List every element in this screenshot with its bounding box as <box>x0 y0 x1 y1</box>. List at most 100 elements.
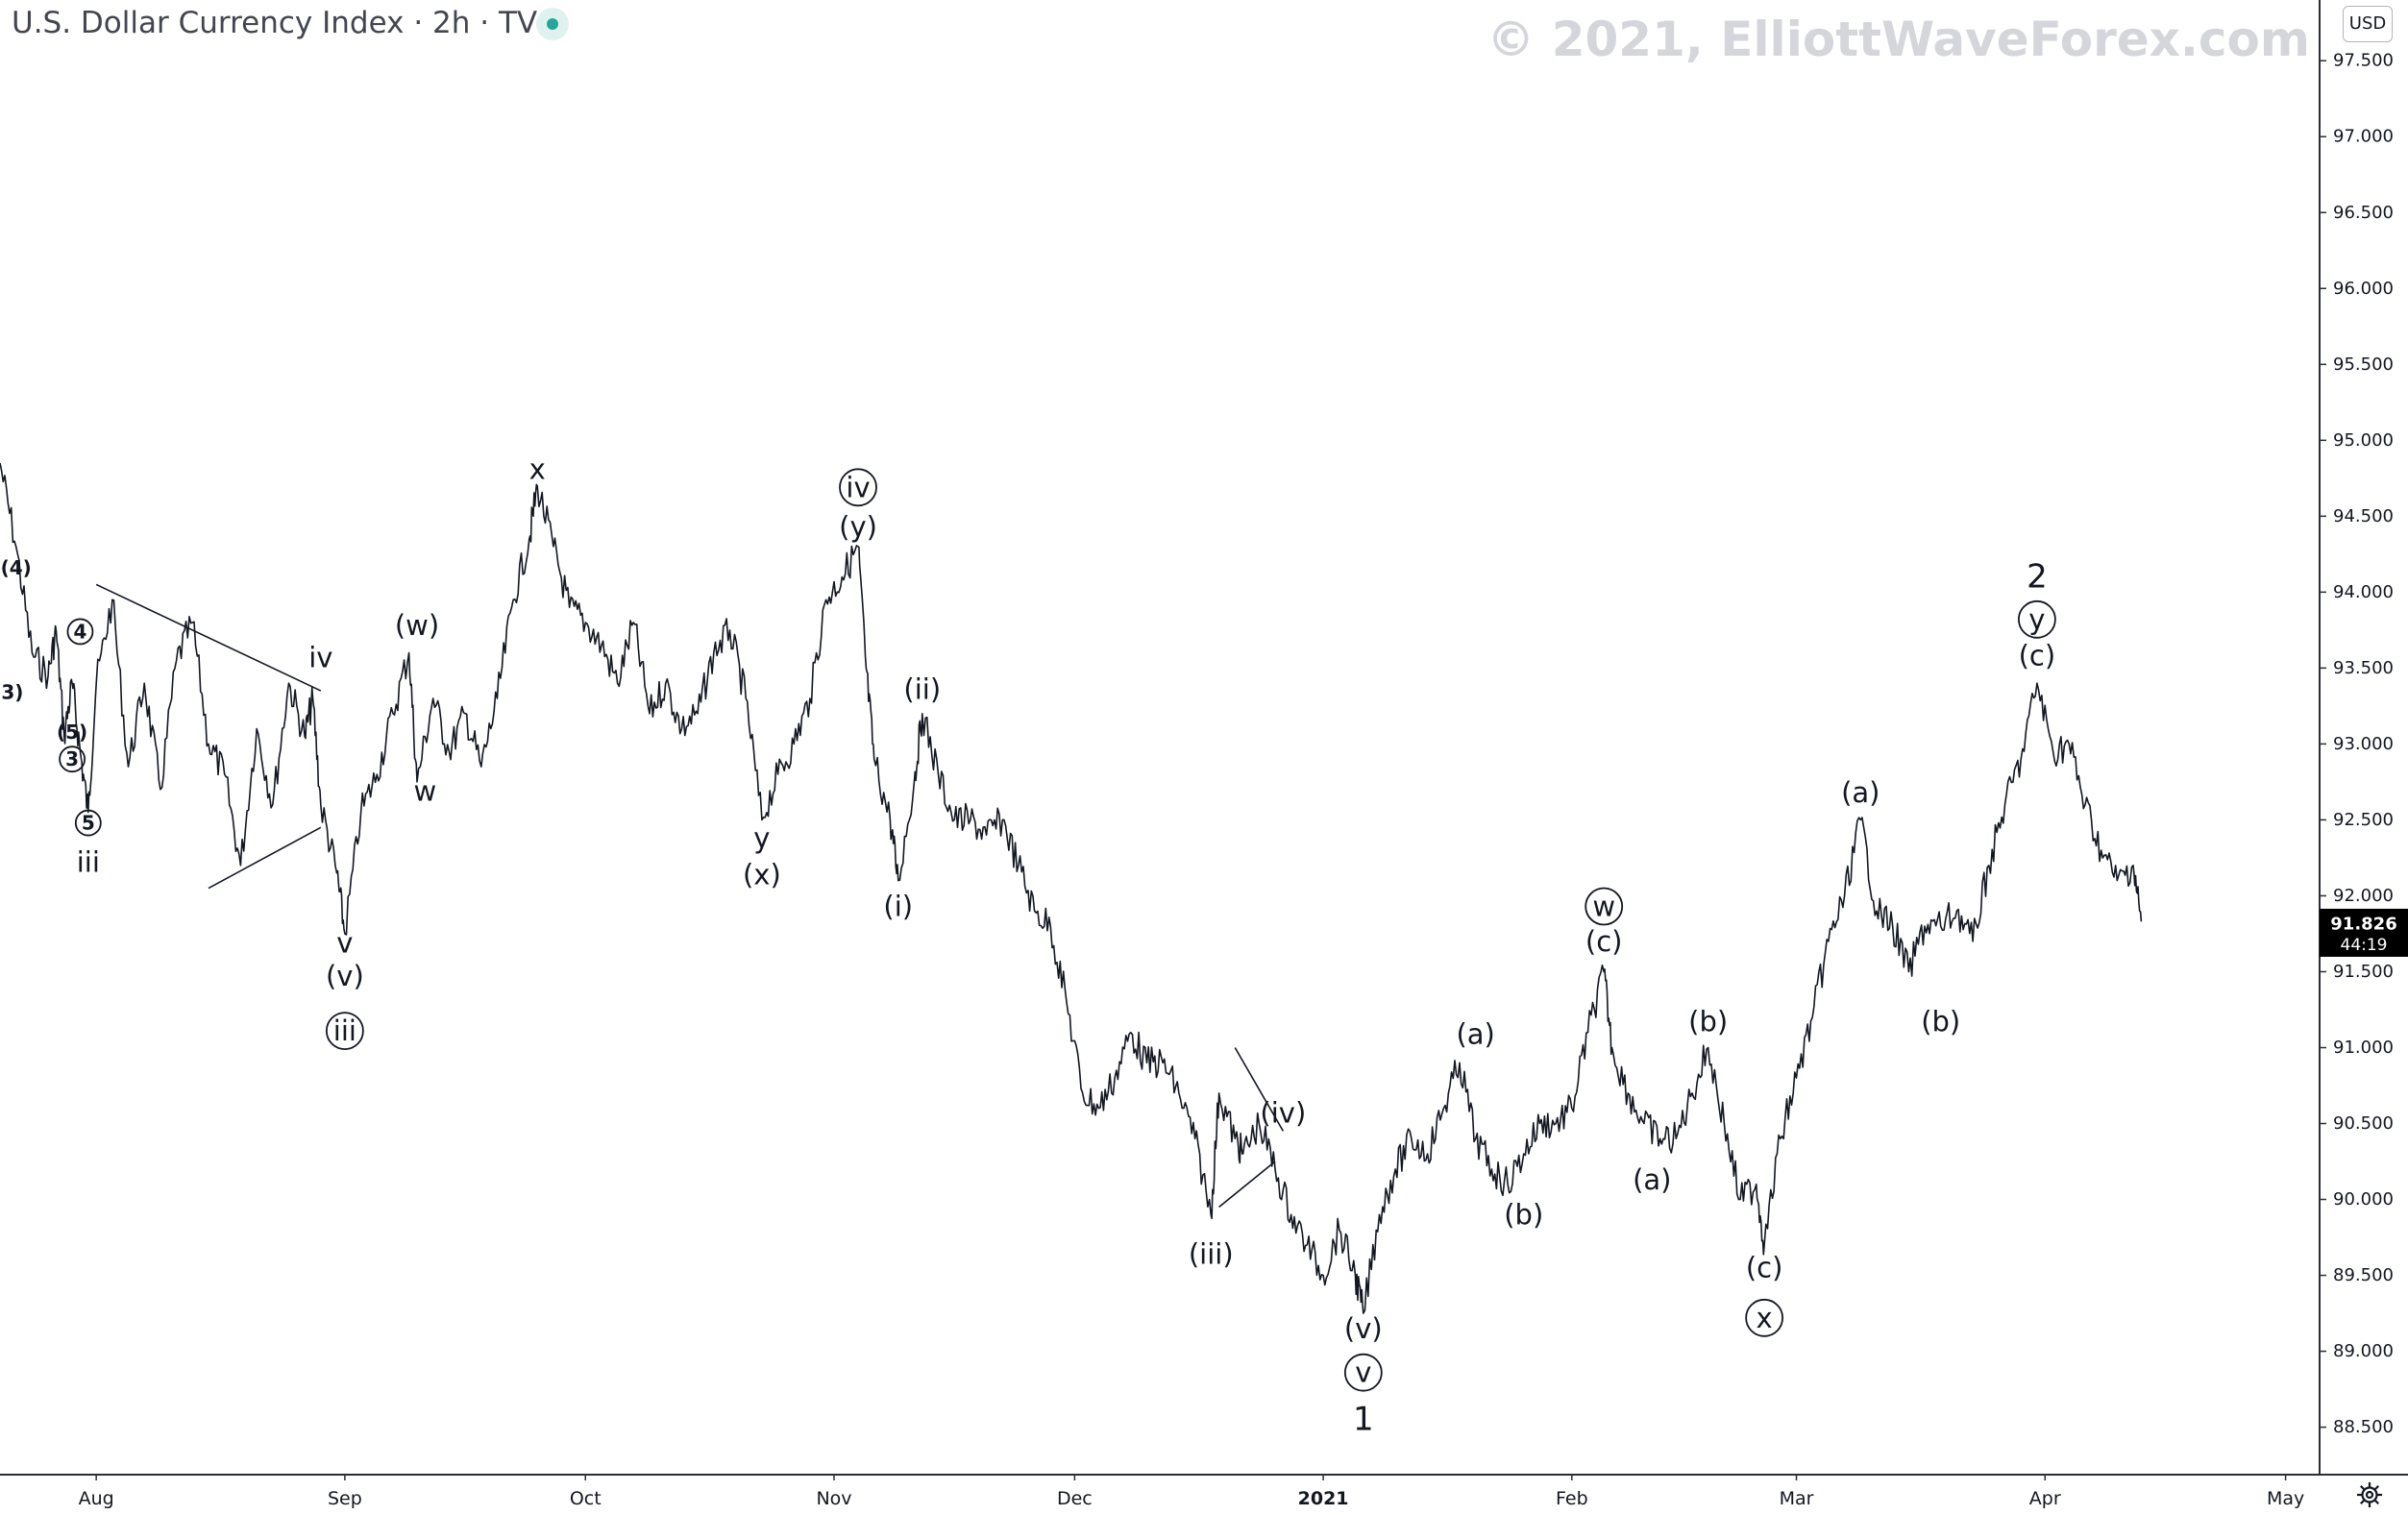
wave-label[interactable]: y <box>753 821 770 854</box>
bar-countdown: 44:19 <box>2341 936 2388 955</box>
price-tick-label: 89.500 <box>2333 1265 2394 1285</box>
wave-label-text: (v) <box>326 960 364 992</box>
wave-label[interactable]: (v) <box>1344 1312 1383 1345</box>
wave-label[interactable]: 1 <box>1353 1401 1374 1439</box>
wave-label[interactable]: v <box>336 926 353 959</box>
wave-label-text: y <box>2028 603 2045 636</box>
symbol-title[interactable]: U.S. Dollar Currency Index <box>12 6 405 40</box>
currency-button[interactable]: USD <box>2343 6 2393 42</box>
wave-label[interactable]: y <box>2017 599 2056 639</box>
wave-label[interactable]: iv <box>839 468 877 507</box>
wave-label-text: (c) <box>2019 640 2056 672</box>
wave-label-text: (y) <box>839 510 877 543</box>
wave-label[interactable]: (a) <box>1633 1163 1671 1196</box>
wave-label[interactable]: (ii) <box>903 673 941 706</box>
wave-label[interactable]: x <box>529 452 546 485</box>
wave-label-circle <box>74 809 102 837</box>
trendline[interactable] <box>1218 1161 1276 1209</box>
wave-label[interactable]: 4 <box>66 618 94 646</box>
wave-label-text: y <box>753 821 770 854</box>
wave-label-text: (c) <box>1585 925 1623 958</box>
gear-icon[interactable] <box>2352 1478 2387 1512</box>
price-axis[interactable]: 97.500 97.000 96.500 96.000 95.500 95.000 94.5… <box>2320 51 2394 1437</box>
wave-label-text: 1 <box>1353 1401 1374 1439</box>
wave-label[interactable]: (3) <box>0 681 23 704</box>
wave-label[interactable]: (x) <box>743 858 781 891</box>
price-line-layer <box>0 462 2143 1314</box>
wave-label[interactable]: (b) <box>1688 1006 1728 1039</box>
wave-label[interactable]: w <box>1585 887 1624 926</box>
wave-label[interactable]: 5 <box>74 809 102 837</box>
gear-icon-shape <box>2357 1482 2382 1507</box>
wave-label[interactable]: (iii) <box>1189 1237 1234 1270</box>
time-tick-label: Mar <box>1780 1488 1814 1509</box>
wave-label[interactable]: (iv) <box>1260 1096 1306 1129</box>
wave-label[interactable]: (b) <box>1504 1198 1543 1231</box>
wave-label-text: (iv) <box>1260 1096 1306 1129</box>
wave-label-text: (v) <box>1344 1312 1383 1345</box>
wave-label[interactable]: (a) <box>1456 1017 1494 1050</box>
wave-label[interactable]: (c) <box>2019 640 2056 672</box>
trendline[interactable] <box>1234 1047 1285 1132</box>
wave-label[interactable]: (i) <box>883 891 913 923</box>
price-tick-label: 96.500 <box>2333 203 2394 223</box>
wave-label[interactable]: iii <box>77 846 100 879</box>
wave-label[interactable]: iv <box>308 641 332 673</box>
wave-label-text: w <box>1592 891 1615 923</box>
time-tick-label: Feb <box>1556 1488 1588 1509</box>
wave-label-text: iii <box>333 1014 356 1047</box>
time-tick-label: Dec <box>1057 1488 1093 1509</box>
time-tick-label: Sep <box>328 1488 362 1509</box>
wave-label[interactable]: w <box>413 774 436 807</box>
wave-label-text: (ii) <box>903 673 941 706</box>
wave-label[interactable]: (c) <box>1746 1252 1783 1284</box>
wave-label-circle <box>325 1012 364 1050</box>
wave-label-text: (b) <box>1504 1198 1543 1231</box>
time-tick-label: Nov <box>816 1488 851 1509</box>
price-tick-label: 94.500 <box>2333 506 2394 526</box>
time-axis[interactable]: Aug Sep Oct Nov Dec 2021 Feb Mar Apr May <box>79 1475 2305 1509</box>
wave-label-text: (a) <box>1841 776 1880 809</box>
wave-label-text: v <box>1355 1356 1371 1389</box>
wave-label[interactable]: (4) <box>1 556 32 579</box>
last-price-value: 91.826 <box>2330 914 2396 934</box>
price-tick-label: 94.000 <box>2333 582 2394 602</box>
wave-label[interactable]: (5) <box>57 721 87 744</box>
wave-label-text: (5) <box>57 721 87 744</box>
trendline-layer <box>95 583 1285 1209</box>
wave-label-text: (4) <box>1 556 32 579</box>
wave-label[interactable]: 3 <box>59 745 86 773</box>
wave-label[interactable]: (c) <box>1585 925 1623 958</box>
wave-label[interactable]: x <box>1745 1298 1784 1337</box>
wave-label[interactable]: 2 <box>2027 558 2048 597</box>
wave-label-circle <box>1585 887 1624 926</box>
wave-label[interactable]: (v) <box>326 960 364 992</box>
wave-label-text: (b) <box>1921 1006 1960 1039</box>
wave-label[interactable]: (w) <box>395 609 439 642</box>
price-tick-label: 90.500 <box>2333 1113 2394 1134</box>
wave-label[interactable]: (a) <box>1841 776 1880 809</box>
trendline[interactable] <box>208 826 322 890</box>
trendline[interactable] <box>95 583 322 692</box>
wave-label-text: 2 <box>2027 558 2048 597</box>
wave-label-text: 4 <box>73 620 86 643</box>
price-tick-label: 93.500 <box>2333 658 2394 678</box>
market-status-icon[interactable] <box>536 8 569 40</box>
price-series-line <box>0 462 2143 1314</box>
time-tick-label: Aug <box>79 1488 114 1509</box>
chart-header: U.S. Dollar Currency Index · 2h · TVC <box>12 6 558 40</box>
header-separator: · <box>413 6 424 40</box>
wave-label[interactable]: iii <box>325 1012 364 1050</box>
time-tick-label: May <box>2267 1488 2304 1509</box>
wave-label-text: (b) <box>1688 1006 1728 1039</box>
axes-layer <box>0 0 2408 1476</box>
wave-label[interactable]: (b) <box>1921 1006 1960 1039</box>
price-tick-label: 91.000 <box>2333 1038 2394 1058</box>
wave-label[interactable]: v <box>1343 1353 1383 1392</box>
price-tick-label: 88.500 <box>2333 1417 2394 1437</box>
wave-label-text: w <box>413 774 436 807</box>
wave-label[interactable]: (y) <box>839 510 877 543</box>
wave-label-text: (3) <box>0 681 23 704</box>
interval-label[interactable]: 2h <box>432 6 471 40</box>
